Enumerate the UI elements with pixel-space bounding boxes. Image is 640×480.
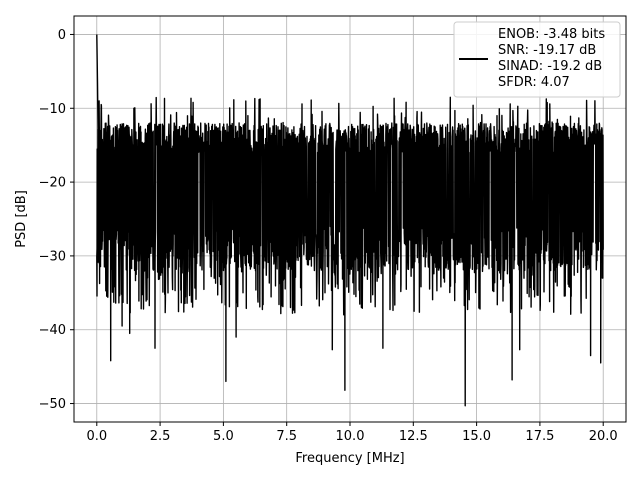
- y-tick-label: 0: [58, 28, 66, 43]
- y-tick-label: −50: [39, 397, 66, 412]
- psd-series: [96, 34, 604, 407]
- legend: ENOB: -3.48 bits SNR: -19.17 dB SINAD: -…: [453, 21, 621, 98]
- legend-text-enob: ENOB: -3.48 bits: [498, 27, 605, 42]
- x-tick-label: 2.5: [150, 429, 171, 444]
- x-tick-label: 15.0: [462, 429, 491, 444]
- y-axis: 0 −10 −20 −30 −40 −50: [39, 28, 74, 412]
- legend-text-snr: SNR: -19.17 dB: [498, 43, 596, 58]
- x-tick-label: 0.0: [86, 429, 107, 444]
- x-axis: 0.0 2.5 5.0 7.5 10.0 12.5 15.0 17.5 20.0: [86, 422, 618, 444]
- y-tick-label: −10: [39, 102, 66, 117]
- x-axis-label: Frequency [MHz]: [295, 451, 404, 466]
- x-tick-label: 17.5: [525, 429, 554, 444]
- x-tick-label: 12.5: [399, 429, 428, 444]
- legend-box: [453, 21, 621, 98]
- legend-text-sinad: SINAD: -19.2 dB: [498, 59, 602, 74]
- x-tick-label: 5.0: [213, 429, 234, 444]
- x-tick-label: 7.5: [276, 429, 297, 444]
- x-tick-label: 20.0: [589, 429, 618, 444]
- y-tick-label: −30: [39, 249, 66, 264]
- y-axis-label: PSD [dB]: [14, 190, 29, 248]
- y-tick-label: −20: [39, 176, 66, 191]
- x-tick-label: 10.0: [336, 429, 365, 444]
- y-tick-label: −40: [39, 323, 66, 338]
- legend-text-sfdr: SFDR: 4.07: [498, 75, 570, 90]
- psd-line: [96, 34, 604, 407]
